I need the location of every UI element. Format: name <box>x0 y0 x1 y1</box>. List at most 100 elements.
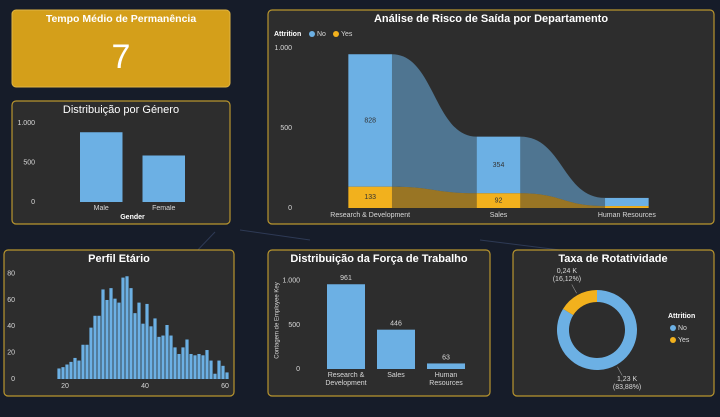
chart-title: Distribuição da Força de Trabalho <box>290 253 468 265</box>
histogram-bar <box>165 325 169 379</box>
x-tick-label-box: Sales <box>387 372 405 379</box>
x-tick-label-box: Female <box>152 205 176 212</box>
bar-segment <box>476 193 521 208</box>
histogram-bar <box>221 365 225 379</box>
histogram-bar <box>69 361 73 379</box>
x-tick-label: 40 <box>141 383 149 390</box>
donut-slice <box>563 290 597 316</box>
histogram-bar <box>85 344 89 379</box>
y-tick-label: 1.000 <box>274 45 292 52</box>
x-tick-label-box: Research & Development <box>325 372 366 387</box>
x-tick-label: Human Resources <box>429 372 463 387</box>
y-tick-label: 500 <box>23 159 35 166</box>
histogram-bar <box>169 335 173 379</box>
histogram-bar <box>189 353 193 379</box>
legend-swatch <box>309 31 315 37</box>
histogram-bar <box>217 360 221 379</box>
legend-title: Attrition <box>274 31 301 38</box>
histogram-bar <box>133 313 137 379</box>
y-tick-label: 0 <box>288 205 292 212</box>
bar <box>327 284 365 369</box>
histogram-bar <box>181 347 185 379</box>
bar <box>80 132 123 202</box>
panel <box>267 249 491 397</box>
x-tick-label: Female <box>152 205 176 212</box>
donut-slice <box>557 290 637 370</box>
kpi-title: Tempo Médio de Permanência <box>46 13 197 25</box>
histogram-bar <box>157 336 161 379</box>
histogram-bar <box>97 315 101 379</box>
bar-segment <box>348 186 392 208</box>
histogram-bar <box>113 298 117 379</box>
histogram-bar <box>93 315 97 379</box>
histogram-bar <box>73 357 77 379</box>
chart-title: Análise de Risco de Saída por Departamen… <box>374 13 608 25</box>
y-tick-label: 20 <box>7 350 15 357</box>
histogram-bar <box>149 326 153 379</box>
y-tick-label: 500 <box>280 125 292 132</box>
histogram-bar <box>201 355 205 379</box>
histogram-bar <box>121 277 125 379</box>
histogram-bar <box>89 327 93 379</box>
legend-swatch <box>670 325 676 331</box>
legend-label: Yes <box>678 337 690 344</box>
data-label-box: 1,23 K (83,88%) <box>612 376 642 392</box>
histogram-bar <box>109 288 113 379</box>
data-label: 828 <box>364 117 376 124</box>
histogram-bar <box>185 339 189 379</box>
data-label: 961 <box>340 275 352 282</box>
histogram-bar <box>213 373 217 379</box>
bar <box>377 329 415 369</box>
leader-line <box>617 366 623 376</box>
histogram-bar <box>161 335 165 379</box>
y-tick-label: 1.000 <box>282 278 300 285</box>
x-tick-label: 20 <box>61 383 69 390</box>
ribbon <box>391 186 477 208</box>
x-tick-label: Male <box>93 205 109 212</box>
histogram-bar <box>65 364 69 379</box>
y-tick-label: 0 <box>296 366 300 373</box>
x-tick-label: Human Resources <box>598 212 656 219</box>
x-tick-label-box: Human Resources <box>429 372 463 387</box>
data-label: 1,23 K (83,88%) <box>612 376 642 392</box>
histogram-bar <box>173 347 177 379</box>
x-tick-label: Research & Development <box>330 212 410 219</box>
ribbon <box>391 54 477 194</box>
histogram-bar <box>81 344 85 379</box>
legend-title: Attrition <box>668 313 695 320</box>
data-label: 0,24 K (16,12%) <box>552 267 582 283</box>
data-label: 92 <box>495 197 503 204</box>
histogram-bar <box>225 372 229 379</box>
y-tick-label: 1.000 <box>17 120 35 127</box>
kpi-card <box>11 9 231 88</box>
legend-label: No <box>678 325 687 332</box>
histogram-bar <box>141 323 145 379</box>
chart-title: Distribuição por Género <box>63 104 179 116</box>
y-tick-label: 500 <box>288 322 300 329</box>
data-label: 133 <box>364 194 376 201</box>
data-label-box: 0,24 K (16,12%) <box>552 267 582 283</box>
legend-swatch <box>670 337 676 343</box>
histogram-bar <box>77 360 81 379</box>
y-tick-label: 40 <box>7 323 15 330</box>
bar-segment <box>605 197 649 207</box>
ribbon <box>520 193 606 208</box>
bar <box>427 363 465 369</box>
histogram-bar <box>193 355 197 379</box>
leader-line <box>571 284 577 294</box>
histogram-bar <box>105 299 109 379</box>
x-tick-label: Sales <box>387 372 405 379</box>
bar <box>142 155 185 202</box>
histogram-bar <box>125 276 129 379</box>
y-tick-label: 0 <box>31 199 35 206</box>
legend-swatch <box>333 31 339 37</box>
x-tick-label: Sales <box>490 212 508 219</box>
histogram-bar <box>197 353 201 379</box>
y-axis-title: Contagem de Employee Key <box>275 282 281 358</box>
histogram-bar <box>205 350 209 379</box>
x-tick-label-box: Male <box>93 205 109 212</box>
histogram-bar <box>153 318 157 379</box>
histogram-bar <box>101 289 105 379</box>
